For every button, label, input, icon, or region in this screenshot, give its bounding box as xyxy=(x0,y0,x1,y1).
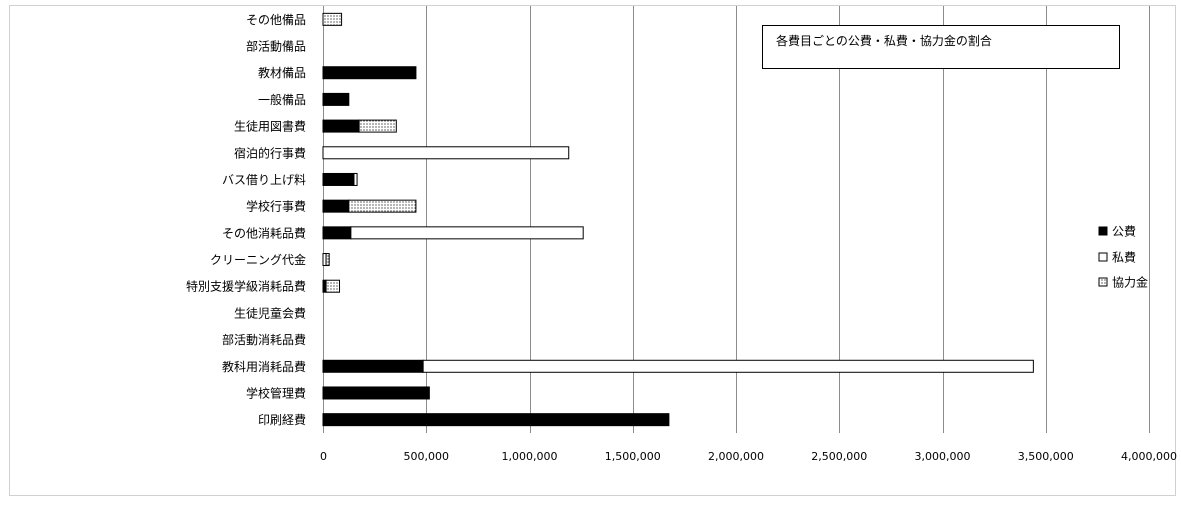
bar-segment xyxy=(323,67,416,79)
bar-segment xyxy=(323,414,669,426)
bar-segment xyxy=(359,120,396,132)
legend-label: 協力金 xyxy=(1112,275,1148,290)
bar-segment xyxy=(323,227,351,239)
category-label: 一般備品 xyxy=(258,92,306,107)
x-tick-label: 1,500,000 xyxy=(605,450,661,463)
legend-swatch xyxy=(1099,278,1107,286)
x-tick-label: 3,000,000 xyxy=(915,450,971,463)
bar-segment xyxy=(423,360,1033,372)
category-label: 教科用消耗品費 xyxy=(222,359,306,374)
legend-swatch xyxy=(1099,227,1107,235)
x-tick-label: 0 xyxy=(320,450,327,463)
bar-segment xyxy=(323,387,429,399)
bar-segment xyxy=(323,173,354,185)
x-tick-labels: 0 500,000 1,000,000 1,500,000 2,000,000 2,500… xyxy=(320,450,1177,463)
category-label: クリーニング代金 xyxy=(210,252,306,267)
bar-segment xyxy=(323,200,349,212)
bar-segment xyxy=(323,147,569,159)
category-label: 宿泊的行事費 xyxy=(234,145,306,160)
category-label: 生徒児童会費 xyxy=(234,305,306,320)
category-label: その他備品 xyxy=(246,12,306,27)
category-label: 部活動消耗品費 xyxy=(222,332,306,347)
title-box: 各費目ごとの公費・私費・協力金の割合 xyxy=(763,26,1120,69)
category-label: 学校行事費 xyxy=(246,199,306,214)
category-label: 印刷経費 xyxy=(258,412,306,427)
bar-segment xyxy=(326,254,329,266)
category-label: 特別支援学級消耗品費 xyxy=(186,279,306,294)
x-tick-label: 2,000,000 xyxy=(708,450,764,463)
category-label: バス借り上げ料 xyxy=(222,173,306,187)
x-tick-label: 1,000,000 xyxy=(502,450,558,463)
x-tick-label: 3,500,000 xyxy=(1018,450,1074,463)
bar-segment xyxy=(323,360,423,372)
category-label: 生徒用図書費 xyxy=(234,119,306,134)
bar-segment xyxy=(323,93,349,105)
category-label: 学校管理費 xyxy=(246,385,306,400)
category-label: 教材備品 xyxy=(258,65,306,80)
legend-swatch xyxy=(1099,253,1107,261)
bar-segment xyxy=(354,173,357,185)
chart-title: 各費目ごとの公費・私費・協力金の割合 xyxy=(776,33,992,48)
category-label: その他消耗品費 xyxy=(222,225,306,240)
x-tick-label: 500,000 xyxy=(404,450,450,463)
bar-segment xyxy=(323,120,359,132)
bar-segment xyxy=(351,227,583,239)
category-label: 部活動備品 xyxy=(246,39,306,54)
x-tick-label: 2,500,000 xyxy=(811,450,867,463)
bar-segment xyxy=(323,13,342,25)
x-tick-label: 4,000,000 xyxy=(1121,450,1177,463)
bar-segment xyxy=(349,200,416,212)
legend-label: 公費 xyxy=(1112,224,1136,239)
legend-label: 私費 xyxy=(1112,250,1136,265)
bar-segment xyxy=(326,280,339,292)
